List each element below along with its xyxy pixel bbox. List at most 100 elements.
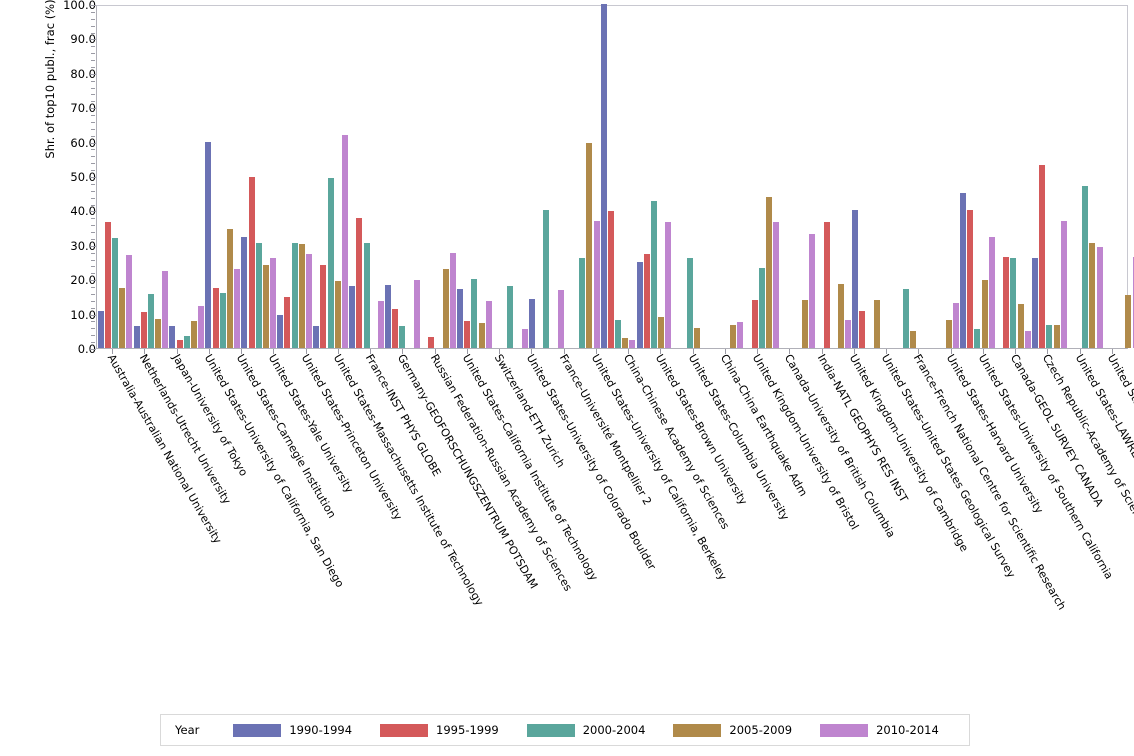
x-axis-tick-mark [886,349,888,354]
y-axis-tick-mark [90,5,96,6]
bar [658,317,665,348]
x-axis-tick-mark [982,349,984,354]
x-axis-tick-mark [950,349,952,354]
y-axis-tick-mark [90,39,96,41]
legend-label: 2010-2014 [876,723,939,737]
y-axis-minor-tick [91,66,95,68]
y-axis-minor-tick [91,287,95,289]
y-axis-minor-tick [91,342,95,344]
x-axis-tick-mark [595,349,597,354]
bar [1082,185,1089,348]
bar [413,279,420,348]
y-axis-tick-label: 50.0 [70,170,96,184]
x-axis-tick-mark [853,349,855,354]
bar [327,177,334,348]
legend-item[interactable]: 1995-1999 [356,723,499,737]
legend-item[interactable]: 1990-1994 [209,723,352,737]
bar [837,283,844,348]
bar [428,337,435,348]
y-axis-minor-tick [91,149,95,151]
y-axis-minor-tick [91,170,95,172]
x-axis-tick-mark [112,349,114,354]
x-axis-tick-mark [434,349,436,354]
bar [363,242,370,348]
bar [1039,164,1046,348]
bar [219,293,226,348]
bar [270,257,277,348]
y-axis-tick-label: 80.0 [70,66,96,81]
y-axis-minor-tick [91,53,95,55]
legend-swatch [820,723,869,737]
bar [773,222,780,348]
bar [1132,257,1134,348]
legend-title: Year [175,723,200,737]
bar [801,299,808,348]
bar [140,311,147,348]
y-axis-minor-tick [91,197,95,199]
y-axis-minor-tick [91,135,95,137]
bar [464,321,471,348]
x-axis-tick-mark [176,349,178,354]
bar [133,325,140,348]
bar [1125,295,1132,348]
bar [809,234,816,348]
y-axis-tick-mark [90,245,96,247]
bar [579,257,586,348]
bar [694,328,701,348]
bar [449,253,456,348]
bar [162,271,169,348]
bar-group [492,6,528,348]
y-axis-minor-tick [91,273,95,275]
bar-group [313,6,349,348]
bar [255,243,262,348]
bar [320,264,327,348]
bar [226,228,233,348]
legend-swatch [526,723,575,737]
y-axis-minor-tick [91,321,95,323]
bar [859,310,866,348]
bar [1053,324,1060,348]
bar-group [1103,6,1134,348]
y-axis-minor-tick [91,218,95,220]
bar [1017,304,1024,348]
bar-group [1031,6,1067,348]
bar [442,269,449,348]
bar-group [672,6,708,348]
bar [845,320,852,348]
y-axis-minor-tick [91,328,95,330]
bar [183,336,190,348]
bar [198,305,205,348]
bar [960,192,967,348]
bar-group [816,6,852,348]
bar-groups [97,4,1134,348]
legend-item[interactable]: 2005-2009 [649,723,792,737]
x-axis-tick-mark [337,349,339,354]
legend-item[interactable]: 2010-2014 [796,723,939,737]
bar [852,210,859,348]
bar [1096,246,1103,348]
bar [665,221,672,348]
y-axis-tick-label: 100.0 [63,0,96,12]
x-axis-tick-mark [305,349,307,354]
y-axis-minor-tick [91,238,95,240]
y-axis-tick-mark [90,280,96,282]
bar [629,339,636,348]
bar-group [528,6,564,348]
bar [643,253,650,348]
y-axis-minor-tick [91,252,95,254]
y-axis-minor-tick [91,335,95,337]
bar [471,278,478,348]
bar-group [600,4,636,348]
bar [507,286,514,348]
y-axis-minor-tick [91,307,95,309]
bar [248,177,255,348]
bar [291,243,298,348]
y-axis-tick-label: 40.0 [70,204,96,219]
bar [456,288,463,348]
legend-item[interactable]: 2000-2004 [503,723,645,737]
bar-group [960,6,996,348]
bar-group [924,6,960,348]
bar [155,319,162,348]
y-axis-minor-tick [91,101,95,103]
